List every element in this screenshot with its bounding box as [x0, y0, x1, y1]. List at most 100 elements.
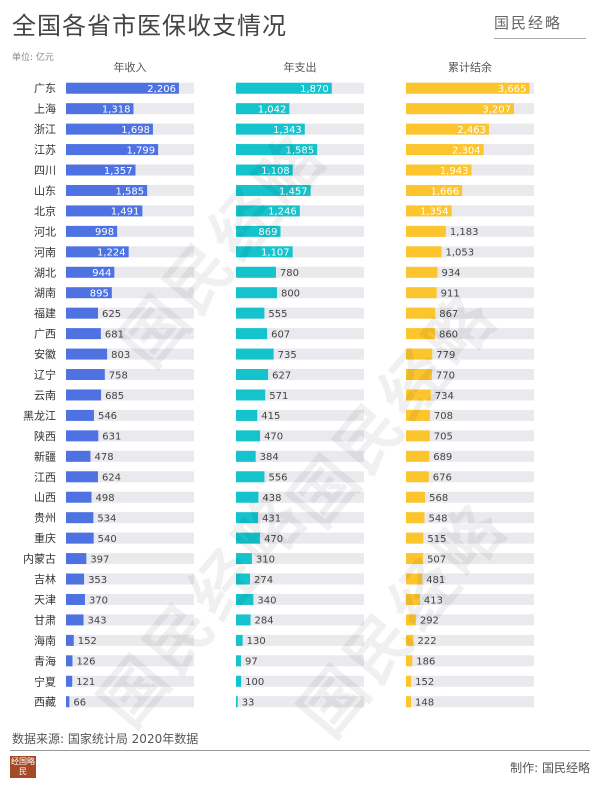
data-label: 2,463 [457, 125, 486, 136]
series-header: 累计结余 [448, 60, 492, 74]
bar [406, 409, 430, 421]
bar [236, 389, 266, 401]
bar-track [406, 553, 534, 565]
bar [406, 491, 426, 503]
bar [236, 369, 269, 381]
bar [66, 634, 74, 646]
data-label: 911 [441, 289, 460, 300]
data-label: 624 [102, 473, 121, 484]
bar-track [236, 430, 364, 442]
data-label: 708 [434, 411, 453, 422]
bar-track [66, 246, 194, 258]
category-label: 山东 [34, 184, 56, 197]
bar [406, 328, 435, 340]
data-label: 869 [258, 227, 277, 238]
bar [236, 164, 293, 176]
data-label: 676 [433, 473, 452, 484]
seal-char: 国 [19, 757, 27, 766]
data-label: 3,665 [498, 84, 527, 95]
bar [236, 553, 252, 565]
data-label: 546 [98, 411, 117, 422]
bar-track [406, 450, 534, 462]
seal-logo: 经 国 略 民 [10, 756, 36, 778]
data-label: 384 [260, 452, 279, 463]
data-label: 222 [417, 636, 436, 647]
data-label: 274 [254, 575, 273, 586]
bar [236, 123, 305, 135]
bar-track [236, 287, 364, 299]
bar-track [66, 225, 194, 237]
bar-track [236, 369, 364, 381]
bar [406, 369, 432, 381]
bar [236, 144, 318, 156]
category-label: 西藏 [34, 696, 56, 709]
data-label: 470 [264, 534, 283, 545]
bar-track [236, 389, 364, 401]
bar-track [406, 307, 534, 319]
bar [406, 348, 433, 360]
bar [406, 123, 489, 135]
data-label: 481 [426, 575, 445, 586]
bar-track [66, 655, 194, 667]
data-label: 1,053 [445, 248, 474, 259]
bar [236, 614, 251, 626]
data-label: 770 [436, 370, 455, 381]
data-label: 97 [245, 657, 258, 668]
data-label: 1,491 [111, 207, 140, 218]
bar-track [236, 246, 364, 258]
bar-track [236, 103, 364, 115]
data-label: 292 [420, 616, 439, 627]
bar-track [236, 573, 364, 585]
bar-track [236, 655, 364, 667]
bar [236, 471, 265, 483]
bar [236, 225, 281, 237]
data-label: 1,224 [97, 248, 126, 259]
bar-track [236, 593, 364, 605]
bar [236, 532, 261, 544]
data-label: 478 [94, 452, 113, 463]
data-label: 3,207 [482, 104, 511, 115]
bar [406, 389, 431, 401]
bar-track [406, 328, 534, 340]
bar [406, 655, 413, 667]
maker-credit: 制作: 国民经略 [510, 761, 590, 775]
bar [406, 184, 463, 196]
data-label: 1,457 [279, 186, 308, 197]
data-label: 735 [278, 350, 297, 361]
data-label: 607 [271, 329, 290, 340]
bar-track [236, 614, 364, 626]
category-label: 广东 [34, 82, 56, 95]
bar-track [406, 593, 534, 605]
bar [66, 491, 92, 503]
bar [66, 450, 91, 462]
bar [236, 512, 259, 524]
data-label: 860 [439, 329, 458, 340]
data-label: 2,206 [147, 84, 176, 95]
category-label: 北京 [34, 204, 56, 218]
data-label: 126 [76, 657, 95, 668]
bar [66, 696, 70, 708]
bar-track [66, 389, 194, 401]
bar-track [66, 614, 194, 626]
footer-divider [10, 750, 590, 751]
data-label: 548 [428, 513, 447, 524]
bar-track [66, 430, 194, 442]
bar [236, 328, 268, 340]
bar-track [406, 634, 534, 646]
bar-track [236, 634, 364, 646]
category-label: 云南 [34, 389, 56, 402]
data-label: 895 [90, 289, 109, 300]
bar-track [406, 225, 534, 237]
category-label: 黑龙江 [23, 409, 56, 422]
data-label: 1,799 [126, 145, 155, 156]
bar-track [406, 430, 534, 442]
bar [66, 164, 136, 176]
bar [406, 144, 484, 156]
bar-track [66, 553, 194, 565]
data-label: 758 [109, 370, 128, 381]
data-label: 353 [88, 575, 107, 586]
bar [406, 471, 429, 483]
bar [406, 573, 423, 585]
data-label: 507 [427, 554, 446, 565]
data-label: 780 [280, 268, 299, 279]
